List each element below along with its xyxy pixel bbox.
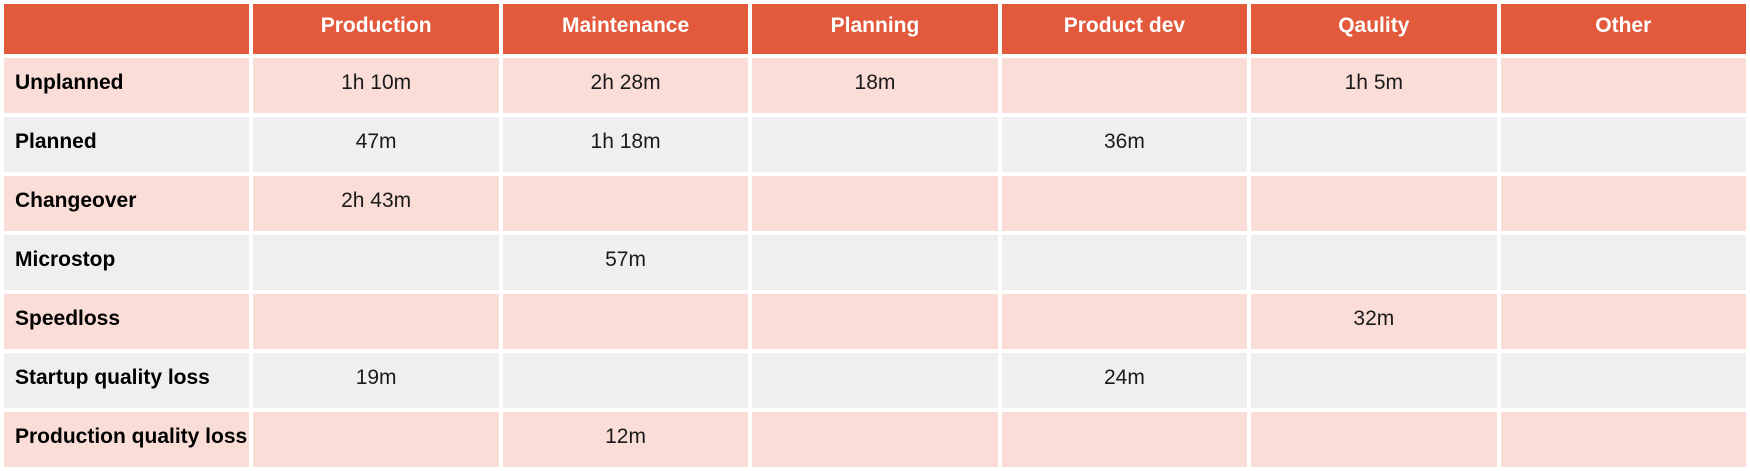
value-cell [1500,117,1746,172]
value-cell [502,176,749,231]
value-cell [1500,235,1746,290]
value-cell [1500,176,1746,231]
value-cell: 1h 10m [253,58,499,113]
value-cell: 1h 18m [502,117,749,172]
column-header-production: Production [253,4,499,54]
value-cell [1500,353,1746,408]
row-label: Speedloss [4,294,250,349]
table-row: Speedloss 32m [4,294,1746,349]
value-cell [1251,412,1497,467]
column-header-qaulity: Qaulity [1251,4,1497,54]
value-cell [752,353,998,408]
value-cell [752,235,998,290]
row-label: Changeover [4,176,250,231]
value-cell [752,176,998,231]
value-cell [752,294,998,349]
table-row: Planned 47m 1h 18m 36m [4,117,1746,172]
value-cell: 2h 43m [253,176,499,231]
value-cell: 12m [502,412,749,467]
value-cell [1001,235,1248,290]
corner-cell [4,4,250,54]
value-cell [502,353,749,408]
value-cell [1001,176,1248,231]
value-cell [1251,235,1497,290]
value-cell [1500,58,1746,113]
value-cell [1001,294,1248,349]
table-row: Microstop 57m [4,235,1746,290]
column-header-other: Other [1500,4,1746,54]
row-label: Unplanned [4,58,250,113]
value-cell: 1h 5m [1251,58,1497,113]
value-cell: 32m [1251,294,1497,349]
value-cell: 57m [502,235,749,290]
row-label: Planned [4,117,250,172]
value-cell [1251,353,1497,408]
value-cell [752,412,998,467]
value-cell: 47m [253,117,499,172]
row-label: Production quality loss [4,412,250,467]
value-cell: 19m [253,353,499,408]
value-cell [1001,58,1248,113]
header-row: Production Maintenance Planning Product dev… [4,4,1746,54]
value-cell: 2h 28m [502,58,749,113]
table-body: Unplanned 1h 10m 2h 28m 18m 1h 5m Planned 47m 1… [4,58,1746,467]
value-cell [1251,117,1497,172]
value-cell: 18m [752,58,998,113]
row-label: Microstop [4,235,250,290]
value-cell [1500,412,1746,467]
row-label: Startup quality loss [4,353,250,408]
table-row: Startup quality loss 19m 24m [4,353,1746,408]
value-cell [1500,294,1746,349]
value-cell [1251,176,1497,231]
value-cell [502,294,749,349]
table-row: Unplanned 1h 10m 2h 28m 18m 1h 5m [4,58,1746,113]
value-cell [1001,412,1248,467]
column-header-product-dev: Product dev [1001,4,1248,54]
column-header-planning: Planning [752,4,998,54]
table-row: Production quality loss 12m [4,412,1746,467]
value-cell [253,294,499,349]
value-cell [752,117,998,172]
value-cell [253,235,499,290]
value-cell: 24m [1001,353,1248,408]
value-cell: 36m [1001,117,1248,172]
value-cell [253,412,499,467]
table-row: Changeover 2h 43m [4,176,1746,231]
column-header-maintenance: Maintenance [502,4,749,54]
